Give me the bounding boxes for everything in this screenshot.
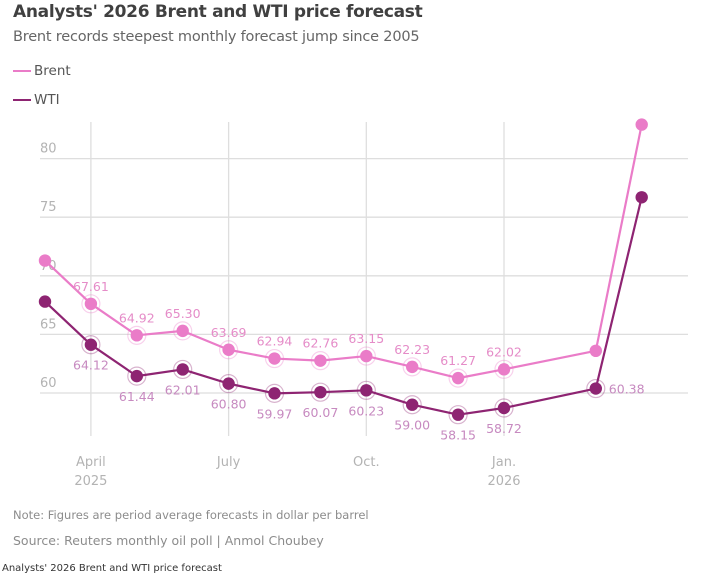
data-label-brent: 62.23	[394, 342, 430, 357]
point-brent	[406, 360, 419, 374]
point-ring-brent	[264, 348, 285, 369]
data-labels: 67.61 64.92 65.30 63.69 62.94 62.76 63.15 62.23…	[73, 279, 645, 443]
legend-item-wti: WTI	[13, 92, 60, 108]
point-brent	[451, 371, 465, 385]
point-ring-wti	[586, 378, 606, 399]
point-ring-brent	[494, 359, 514, 379]
y-tick-label-80: 80	[40, 142, 57, 157]
point-wti	[451, 408, 465, 421]
data-label-wti: 60.80	[211, 397, 247, 412]
y-tick-label-75: 75	[40, 200, 57, 215]
point-ring-wti	[264, 383, 285, 403]
point-wti	[268, 387, 281, 400]
data-label-wti: 60.07	[303, 405, 339, 420]
data-label-wti: 60.23	[348, 403, 384, 418]
point-wti	[406, 398, 419, 411]
data-label-brent: 65.30	[165, 306, 201, 321]
data-label-brent: 63.15	[348, 331, 384, 346]
point-ring-brent	[310, 351, 330, 371]
series-wti	[38, 191, 648, 425]
x-tick-sublabel: 2026	[487, 474, 520, 489]
point-wti	[589, 382, 602, 395]
point-wti	[222, 377, 235, 390]
chart-title: Analysts' 2026 Brent and WTI price forec…	[13, 2, 423, 22]
point-wti	[130, 369, 143, 383]
x-tick-label: Jan.	[491, 455, 516, 470]
point-brent	[222, 343, 235, 356]
point-wti	[38, 295, 52, 308]
point-brent	[360, 349, 373, 363]
point-brent	[38, 254, 52, 267]
point-ring-brent	[448, 368, 468, 388]
point-ring-brent	[81, 294, 101, 314]
point-ring-wti	[310, 382, 330, 402]
x-axis: April 2025 July Oct. Jan. 2026	[74, 455, 520, 489]
data-label-brent: 67.61	[73, 279, 109, 294]
point-ring-wti	[173, 359, 193, 380]
data-label-wti: 61.44	[119, 389, 155, 404]
point-wti	[176, 363, 189, 376]
data-label-brent: 62.02	[486, 344, 522, 359]
chart-subtitle: Brent records steepest monthly forecast …	[13, 29, 420, 45]
x-tick-label: Oct.	[353, 455, 380, 470]
data-label-brent: 62.76	[303, 336, 339, 351]
point-ring-brent	[356, 346, 376, 366]
data-label-wti: 60.38	[609, 382, 645, 397]
point-ring-wti	[494, 398, 514, 418]
point-ring-wti	[219, 374, 239, 394]
point-brent	[130, 329, 143, 342]
data-label-brent: 63.69	[211, 325, 247, 340]
legend-swatch-wti	[13, 99, 31, 101]
point-ring-brent	[219, 340, 239, 360]
point-brent	[589, 344, 602, 358]
point-ring-wti	[356, 380, 376, 400]
series-layer	[38, 118, 648, 425]
point-wti	[497, 401, 511, 415]
data-label-wti: 62.01	[165, 382, 201, 397]
x-tick-sublabel: 2025	[74, 474, 107, 489]
image-caption: Analysts' 2026 Brent and WTI price forec…	[2, 563, 222, 574]
point-brent	[268, 352, 281, 365]
legend-label-brent: Brent	[34, 63, 71, 79]
point-ring-brent	[402, 357, 422, 377]
data-label-wti: 58.72	[486, 421, 522, 436]
point-ring-wti	[81, 335, 101, 355]
legend-label-wti: WTI	[34, 92, 60, 108]
point-brent	[84, 297, 98, 311]
point-ring-wti	[448, 405, 468, 425]
line-wti	[44, 197, 643, 416]
y-tick-label-60: 60	[40, 376, 57, 391]
data-label-brent: 62.94	[257, 334, 293, 349]
series-brent	[38, 118, 648, 388]
point-ring-wti	[127, 366, 147, 386]
point-brent	[635, 118, 648, 131]
point-wti	[84, 338, 98, 351]
x-tick-label: April	[76, 455, 106, 470]
x-tick-label: July	[216, 455, 241, 470]
data-label-wti: 59.97	[257, 406, 293, 421]
data-label-brent: 61.27	[440, 353, 476, 368]
point-brent	[314, 354, 327, 367]
data-label-wti: 64.12	[73, 358, 109, 373]
point-ring-brent	[127, 325, 147, 345]
point-wti	[360, 384, 373, 397]
point-brent	[497, 363, 511, 376]
source-line: Source: Reuters monthly oil poll | Anmol…	[13, 533, 324, 548]
data-label-wti: 59.00	[394, 418, 430, 433]
point-ring-brent	[173, 321, 193, 341]
point-wti	[314, 385, 327, 399]
point-brent	[176, 324, 189, 338]
data-label-brent: 64.92	[119, 310, 155, 325]
point-ring-wti	[402, 395, 422, 415]
legend-swatch-brent	[13, 70, 31, 72]
legend-item-brent: Brent	[13, 63, 71, 79]
y-tick-label-65: 65	[40, 317, 57, 332]
point-wti	[635, 191, 648, 204]
data-label-wti: 58.15	[440, 428, 476, 443]
footnote: Note: Figures are period average forecas…	[13, 508, 369, 522]
